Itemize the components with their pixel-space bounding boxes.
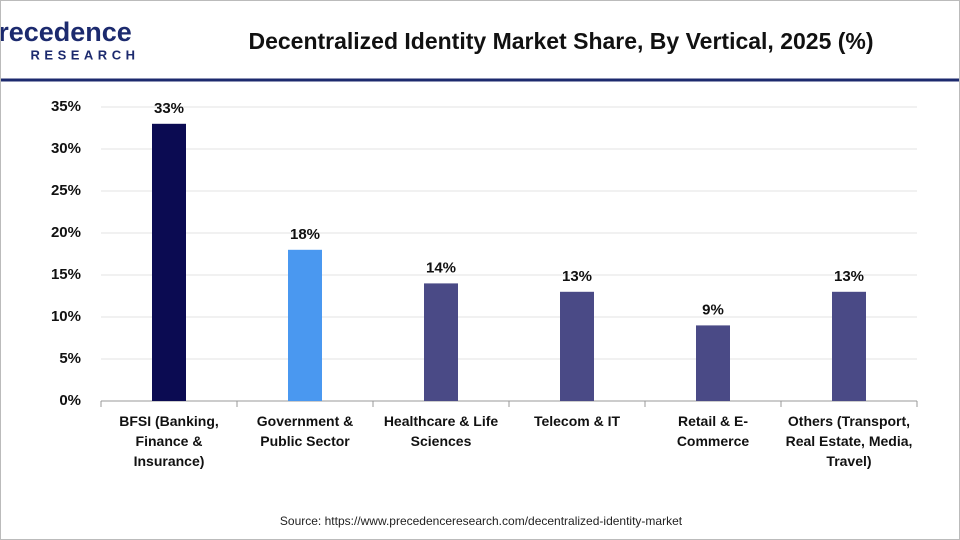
x-tick-label: Government & Public Sector bbox=[256, 413, 354, 449]
value-label: 18% bbox=[290, 226, 320, 243]
value-label: 9% bbox=[702, 301, 724, 318]
x-tick-label: Others (Transport, Real Estate, Media, T… bbox=[785, 413, 913, 469]
bar bbox=[696, 325, 730, 401]
x-tick-label: Healthcare & Life Sciences bbox=[383, 413, 499, 449]
y-tick-label: 0% bbox=[59, 392, 81, 409]
y-tick-label: 20% bbox=[51, 224, 81, 241]
bar bbox=[424, 283, 458, 401]
brand-tagline: RESEARCH bbox=[31, 47, 140, 62]
y-tick-label: 15% bbox=[51, 266, 81, 283]
value-label: 33% bbox=[154, 100, 184, 117]
bar bbox=[560, 291, 594, 401]
value-label: 13% bbox=[562, 268, 592, 285]
x-tick-label: BFSI (Banking, Finance & Insurance) bbox=[119, 413, 219, 469]
y-tick-label: 35% bbox=[51, 98, 81, 115]
bar bbox=[152, 123, 186, 402]
bar bbox=[832, 291, 866, 401]
value-label: 13% bbox=[834, 268, 864, 285]
value-label: 14% bbox=[426, 259, 456, 276]
y-tick-label: 10% bbox=[51, 308, 81, 325]
y-tick-label: 25% bbox=[51, 182, 81, 199]
x-tick-label: Retail & E-Commerce bbox=[676, 413, 750, 449]
chart-title: Decentralized Identity Market Share, By … bbox=[248, 28, 873, 54]
bar bbox=[288, 249, 322, 401]
brand-name: Precedence bbox=[1, 17, 132, 47]
y-tick-label: 30% bbox=[51, 140, 81, 157]
source: Source: https://www.precedenceresearch.c… bbox=[280, 514, 683, 528]
y-tick-label: 5% bbox=[59, 350, 81, 367]
x-tick-label: Telecom & IT bbox=[533, 413, 621, 429]
